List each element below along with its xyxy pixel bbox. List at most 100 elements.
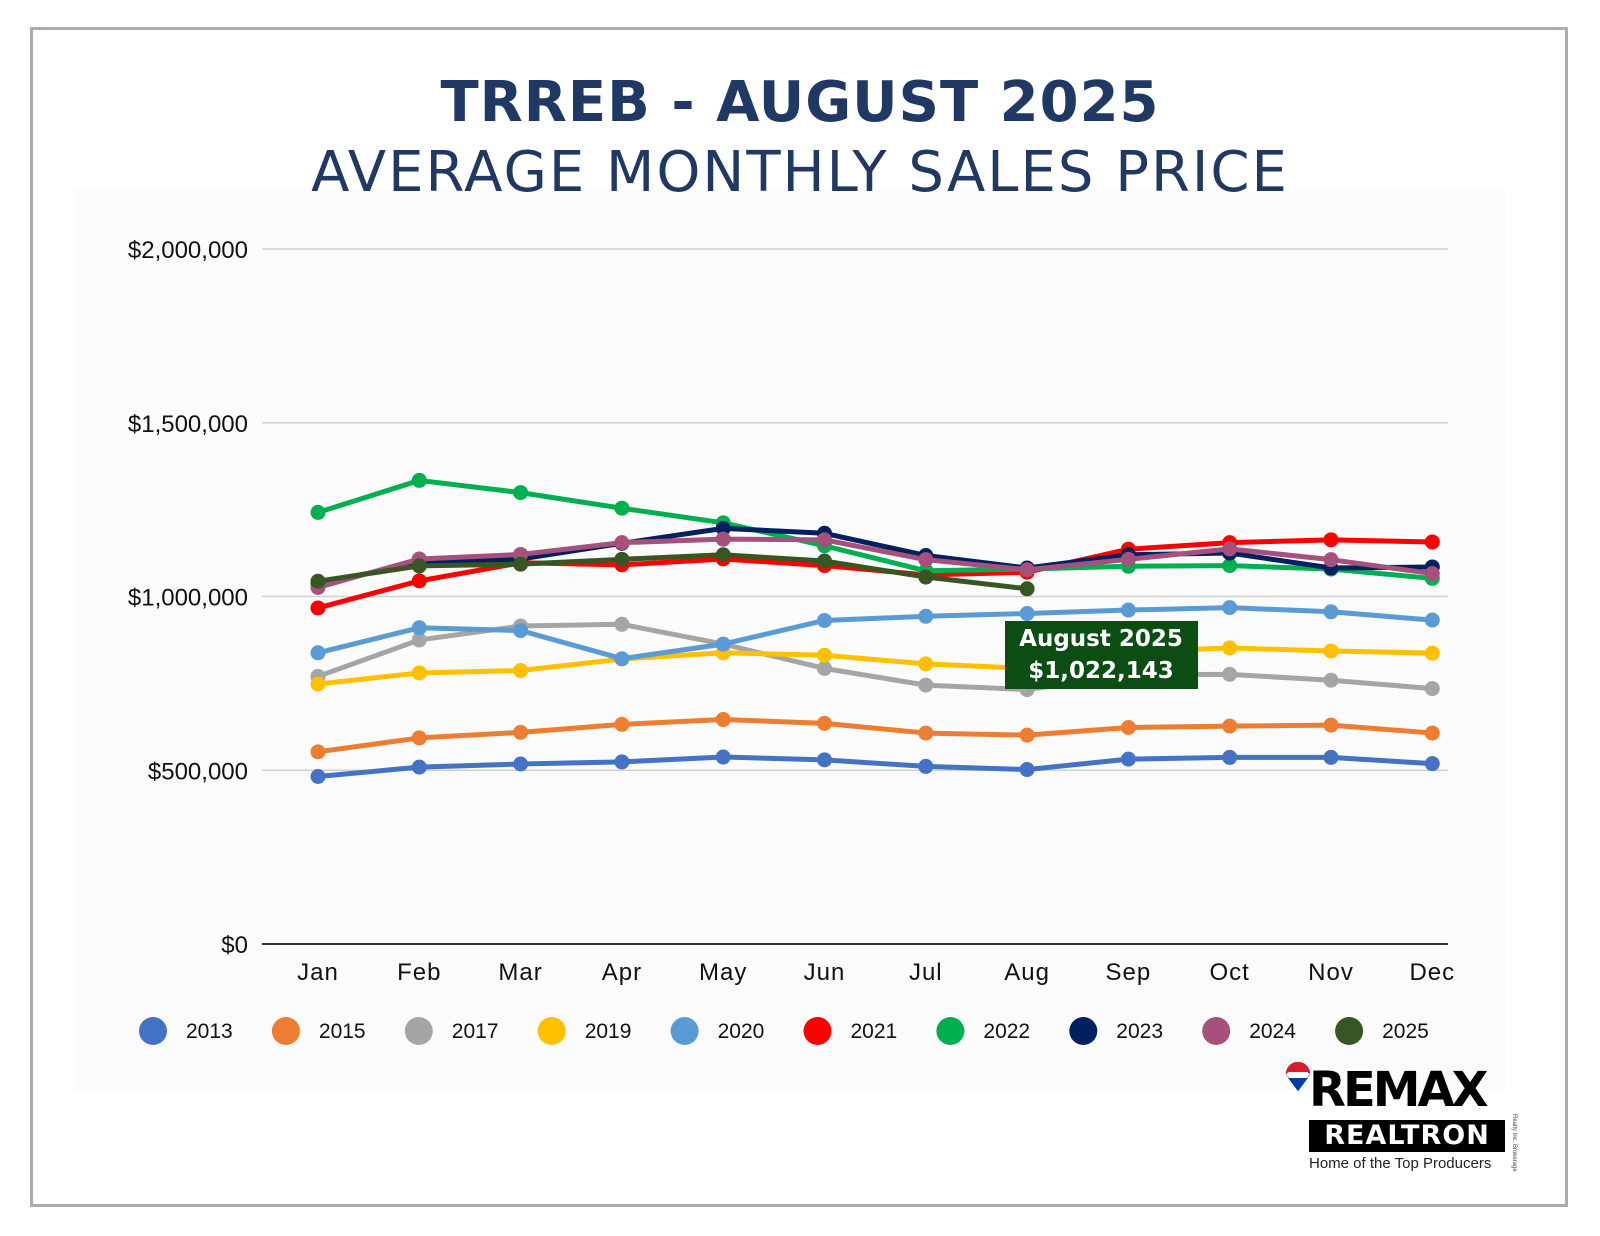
data-point <box>310 769 326 785</box>
data-point <box>817 612 832 628</box>
data-point <box>918 569 934 585</box>
data-point <box>310 573 326 589</box>
data-point <box>1323 717 1339 733</box>
data-point <box>817 553 832 569</box>
data-point <box>411 730 427 746</box>
data-point <box>411 573 427 589</box>
y-tick-label: $1,500,000 <box>128 411 248 438</box>
series-line <box>317 621 1433 693</box>
series-line <box>317 645 1433 687</box>
data-point <box>817 647 832 663</box>
data-point <box>918 758 934 774</box>
data-point <box>411 759 427 775</box>
data-point <box>715 712 731 728</box>
data-point <box>1222 541 1238 557</box>
data-point <box>1424 645 1440 661</box>
data-point <box>614 551 630 567</box>
data-point <box>1120 602 1136 618</box>
legend-item-2021: 2021 <box>803 1017 898 1045</box>
data-point <box>1019 562 1035 578</box>
series-line <box>317 605 1433 662</box>
logo-brand: REMAX <box>1309 1062 1489 1118</box>
x-tick-label: Dec <box>1409 959 1455 986</box>
series-2013 <box>310 749 1440 785</box>
legend-label: 2020 <box>718 1020 765 1043</box>
annotation-line1: August 2025 <box>1019 626 1183 652</box>
data-point <box>310 676 326 692</box>
data-point <box>715 547 731 563</box>
x-tick-label: Apr <box>602 959 642 986</box>
legend-marker <box>936 1017 965 1045</box>
series-line <box>317 525 1433 586</box>
legend-item-2019: 2019 <box>537 1017 631 1045</box>
data-point <box>1323 643 1339 659</box>
remax-realtron-logo: REMAX REALTRON Home of the Top Producers… <box>1285 1062 1525 1177</box>
data-point <box>1424 566 1440 582</box>
data-point <box>1323 532 1339 548</box>
plot-background <box>75 190 1505 1090</box>
annotation-line2: $1,022,143 <box>1028 658 1174 684</box>
data-point <box>614 616 630 632</box>
annotation: August 2025 $1,022,143 <box>1005 621 1198 689</box>
legend-label: 2015 <box>319 1020 366 1043</box>
data-point <box>310 645 326 661</box>
legend-marker <box>803 1017 832 1045</box>
data-point <box>614 500 630 516</box>
x-tick-label: Mar <box>498 959 542 986</box>
data-point <box>1222 718 1238 734</box>
y-tick-label: $500,000 <box>148 758 248 785</box>
data-point <box>918 608 934 624</box>
logo-name: REALTRON <box>1309 1120 1505 1152</box>
x-tick-label: Jun <box>804 959 846 986</box>
series-line <box>317 477 1433 581</box>
data-point <box>817 660 832 676</box>
data-point <box>1019 762 1035 778</box>
gridlines <box>262 248 1448 945</box>
legend-label: 2023 <box>1116 1020 1163 1043</box>
data-point <box>614 535 630 551</box>
legend-label: 2021 <box>851 1020 898 1043</box>
legend-item-2013: 2013 <box>139 1017 233 1045</box>
x-tick-label: Aug <box>1004 959 1050 986</box>
legend-marker <box>271 1017 300 1045</box>
data-point <box>1222 558 1238 574</box>
data-point <box>1222 749 1238 765</box>
data-point <box>1424 756 1440 772</box>
data-point <box>1019 727 1035 743</box>
x-tick-label: Oct <box>1210 959 1250 986</box>
data-point <box>614 651 630 667</box>
legend-marker <box>1335 1017 1364 1045</box>
data-point <box>715 531 731 547</box>
data-point <box>513 623 529 639</box>
series-line <box>317 552 1028 592</box>
data-point <box>1424 612 1440 628</box>
y-tick-label: $2,000,000 <box>128 237 248 264</box>
legend-item-2022: 2022 <box>936 1017 1030 1045</box>
x-tick-label: Jul <box>909 959 943 986</box>
data-point <box>918 656 934 672</box>
series-2015 <box>310 712 1440 760</box>
legend-marker <box>1202 1017 1231 1045</box>
series-line <box>317 717 1433 755</box>
legend-item-2024: 2024 <box>1202 1017 1296 1045</box>
y-tick-label: $0 <box>221 932 248 959</box>
series-2019 <box>310 640 1440 692</box>
y-axis-tick-labels: $0 $500,000 $1,000,000 $1,500,000 $2,000,000 <box>128 237 248 959</box>
x-tick-label: May <box>699 959 747 986</box>
data-point <box>817 532 832 548</box>
legend-marker <box>537 1017 566 1045</box>
data-point <box>513 556 529 572</box>
logo-tagline: Home of the Top Producers <box>1309 1155 1492 1172</box>
data-point <box>1222 640 1238 656</box>
data-point <box>1323 552 1339 568</box>
data-point <box>513 485 529 501</box>
data-point <box>817 715 832 731</box>
series-2020 <box>310 600 1440 667</box>
data-point <box>1323 604 1339 620</box>
x-tick-label: Nov <box>1308 959 1354 986</box>
data-point <box>1222 666 1238 682</box>
data-point <box>817 752 832 768</box>
data-point <box>1120 720 1136 736</box>
data-point <box>513 724 529 740</box>
